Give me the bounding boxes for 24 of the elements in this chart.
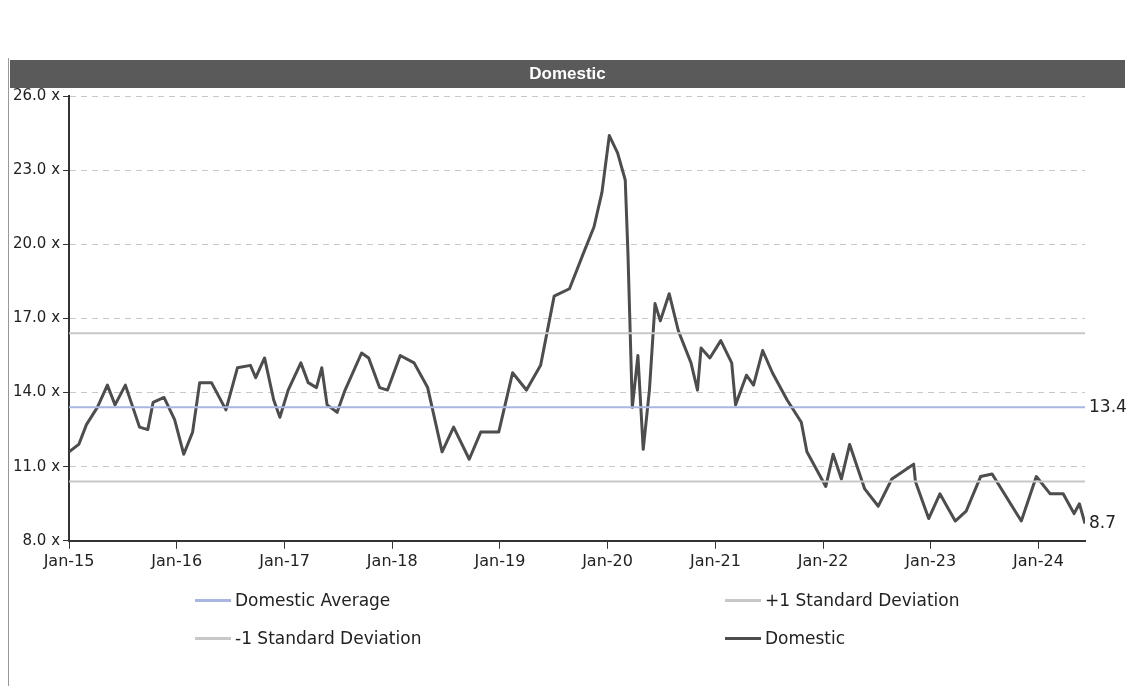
x-tick-label: Jan-20 [581,550,633,570]
y-tick-label: 11.0 x [13,456,61,475]
y-tick-label: 20.0 x [13,234,61,253]
y-tick-label: 26.0 x [13,85,61,104]
x-tick-label: Jan-18 [365,550,418,570]
x-tick-label: Jan-23 [904,550,957,570]
y-tick-label: 17.0 x [13,308,61,327]
legend-label: -1 Standard Deviation [235,628,422,648]
legend-label: Domestic Average [235,590,391,610]
y-tick-label: 8.0 x [22,530,61,549]
x-tick-label: Jan-22 [796,550,849,570]
legend-label: +1 Standard Deviation [765,590,960,610]
annotation: 8.7 [1089,511,1117,532]
x-tick-label: Jan-19 [473,550,526,570]
y-tick-label: 23.0 x [13,160,61,179]
annotation: 13.4 [1089,395,1127,416]
chart-title: Domestic [529,64,606,83]
y-tick-label: 14.0 x [13,382,61,401]
x-tick-label: Jan-24 [1012,550,1064,570]
x-tick-label: Jan-17 [258,550,311,570]
x-tick-label: Jan-21 [689,550,741,570]
x-tick-label: Jan-16 [150,550,203,570]
x-tick-label: Jan-15 [42,550,95,570]
legend-label: Domestic [765,628,846,648]
